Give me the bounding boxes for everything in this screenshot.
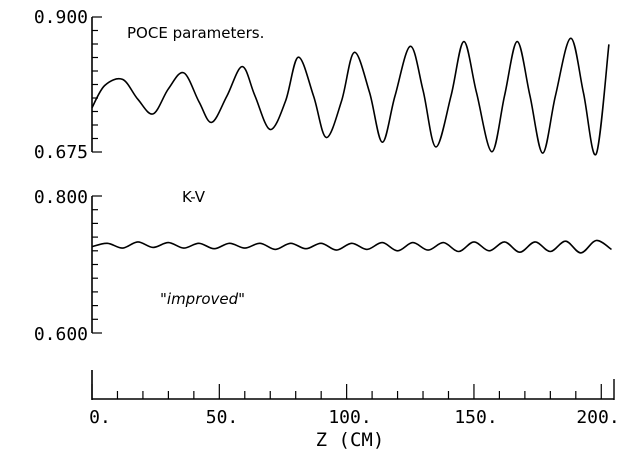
chart-title: POCE parameters. [127, 24, 264, 42]
series-label-improved: "improved" [160, 290, 245, 308]
y-tick-label-top-min: 0.675 [34, 142, 88, 163]
x-axis-label: Z (CM) [316, 429, 385, 451]
tick-marks [91, 16, 602, 399]
x-tick-label-0: 0. [89, 407, 111, 428]
x-tick-label-50: 50. [206, 407, 239, 428]
x-tick-label-200: 200. [576, 407, 619, 428]
series-line-bottom-0 [91, 239, 612, 254]
series-line-top-0 [91, 37, 610, 156]
y-tick-label-top-max: 0.900 [34, 7, 88, 28]
x-tick-label-150: 150. [454, 407, 497, 428]
y-tick-label-bottom-min: 0.600 [34, 324, 88, 345]
series-layer [91, 37, 612, 254]
y-tick-label-bottom-max: 0.800 [34, 187, 88, 208]
x-tick-label-100: 100. [328, 407, 371, 428]
series-label-kv: K-V [182, 188, 206, 206]
